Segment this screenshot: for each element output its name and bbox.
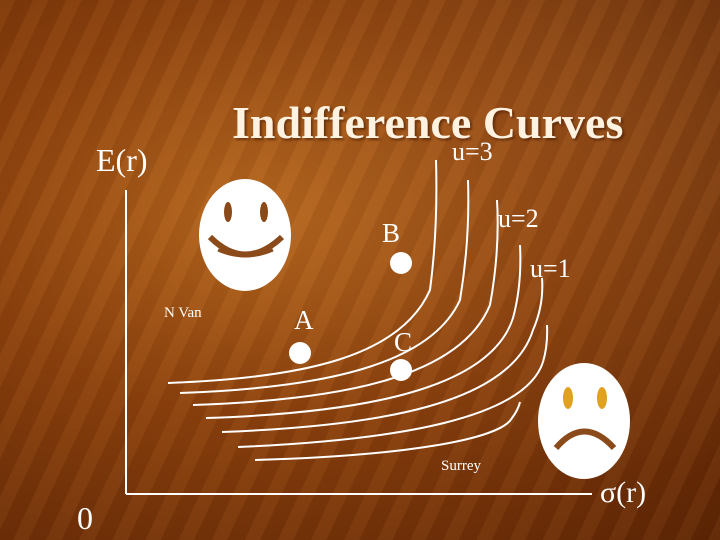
curve-1 xyxy=(167,159,438,384)
point-a-label: A xyxy=(294,305,314,335)
curve-label-u2: u=2 xyxy=(498,204,539,233)
origin-label: 0 xyxy=(77,500,93,536)
page-title: Indifference Curves xyxy=(232,97,624,148)
point-c-label: C xyxy=(394,327,413,357)
curve-5 xyxy=(221,277,544,433)
indifference-curves xyxy=(167,159,549,461)
point-a-dot xyxy=(289,342,311,364)
smiley-face-icon xyxy=(199,179,291,291)
curve-7 xyxy=(254,401,521,461)
curve-4 xyxy=(205,244,522,419)
x-axis-label: σ(r) xyxy=(600,476,647,509)
curve-2 xyxy=(179,179,470,394)
point-c-dot xyxy=(390,359,412,381)
point-b-label: B xyxy=(382,218,401,248)
curve-3 xyxy=(192,199,499,406)
curve-6 xyxy=(237,324,549,448)
point-b-dot xyxy=(390,252,412,274)
sad-face-icon xyxy=(538,363,630,479)
curve-label-u3: u=3 xyxy=(452,137,493,166)
axes xyxy=(125,190,592,495)
curve-label-u1: u=1 xyxy=(530,254,571,283)
y-axis-label: E(r) xyxy=(96,142,148,178)
place-label-surrey: Surrey xyxy=(441,458,481,474)
place-label-north-van: N Van xyxy=(164,305,202,321)
